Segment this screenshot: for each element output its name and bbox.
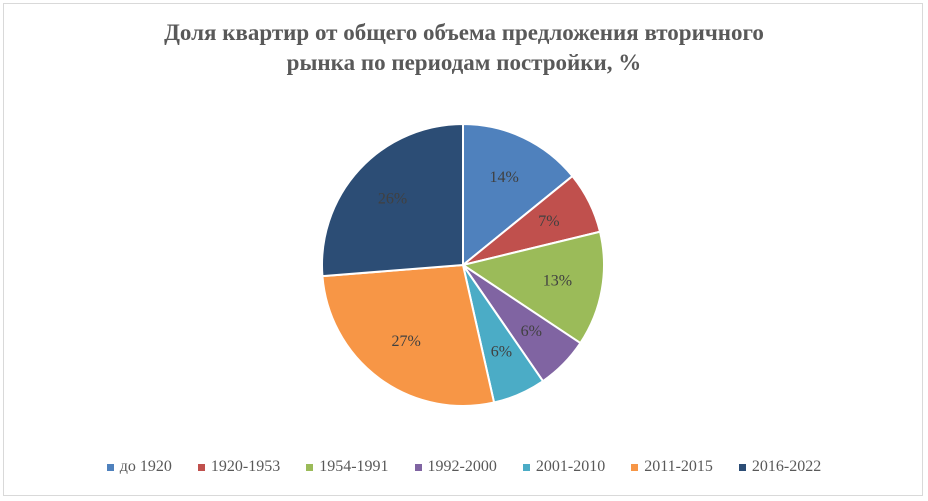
legend-item-1: до 1920 xyxy=(106,458,172,476)
legend-item-5: 2001-2010 xyxy=(522,458,606,476)
legend-swatch-1 xyxy=(106,463,114,471)
legend-swatch-6 xyxy=(631,463,639,471)
data-label-1: 14% xyxy=(490,169,519,186)
chart-title: Доля квартир от общего объема предложени… xyxy=(0,18,928,78)
data-label-3: 13% xyxy=(543,272,572,289)
chart-title-line-2: рынка по периодам постройки, % xyxy=(286,50,642,75)
legend-swatch-3 xyxy=(306,463,314,471)
pie-slice-7 xyxy=(321,122,464,278)
legend-label-6: 2011-2015 xyxy=(644,458,713,475)
data-label-7: 26% xyxy=(378,191,407,208)
legend-swatch-7 xyxy=(738,463,746,471)
legend-label-3: 1954-1991 xyxy=(319,458,389,475)
pie-slice-1 xyxy=(462,122,574,268)
legend-item-6: 2011-2015 xyxy=(631,458,713,476)
data-label-2: 7% xyxy=(538,213,559,230)
legend-label-4: 1992-2000 xyxy=(427,458,497,475)
legend-item-4: 1992-2000 xyxy=(414,458,497,476)
data-label-6: 27% xyxy=(391,333,420,350)
pie-slice-3 xyxy=(460,230,605,345)
legend-label-1: до 1920 xyxy=(119,458,172,475)
legend-swatch-5 xyxy=(522,463,530,471)
pie-data-labels: 14% 7% 13% 6% 6% 27% 26% xyxy=(378,169,572,360)
legend-swatch-2 xyxy=(197,463,205,471)
legend-item-3: 1954-1991 xyxy=(306,458,389,476)
pie-slice-6 xyxy=(321,263,496,407)
legend-item-2: 1920-1953 xyxy=(197,458,281,476)
legend-item-7: 2016-2022 xyxy=(738,458,822,476)
legend-swatch-4 xyxy=(414,463,422,471)
data-label-4: 6% xyxy=(521,323,542,340)
data-label-5: 6% xyxy=(491,344,512,361)
pie-slices xyxy=(321,122,605,407)
legend-label-5: 2001-2010 xyxy=(535,458,606,475)
chart-title-line-1: Доля квартир от общего объема предложени… xyxy=(164,20,764,45)
legend-label-7: 2016-2022 xyxy=(751,458,822,475)
chart-legend: до 1920 1920-1953 1954-1991 1992-2000 2001-2… xyxy=(0,458,928,476)
legend-label-2: 1920-1953 xyxy=(210,458,281,475)
